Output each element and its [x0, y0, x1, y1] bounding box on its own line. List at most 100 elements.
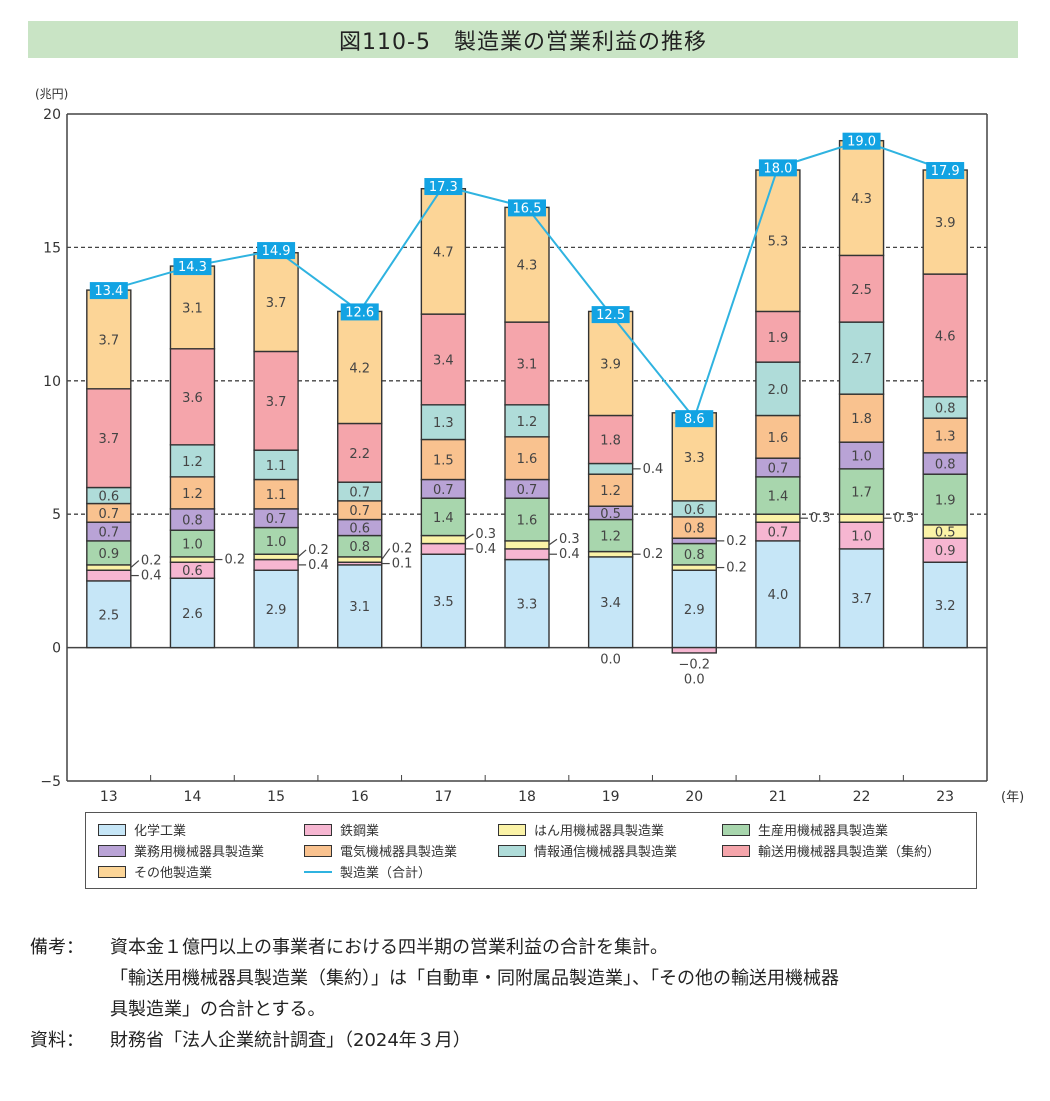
total-value-badge: [842, 132, 881, 150]
bar-segment: [587, 556, 634, 649]
legend-label: 業務用機械器具製造業: [134, 845, 265, 860]
bar-value-label: 1.9: [935, 494, 956, 509]
bar-segment: [420, 497, 467, 537]
total-value-label: 12.5: [596, 308, 625, 323]
bar-value-label: 0.4: [475, 542, 496, 557]
bar-value-label: 0.6: [349, 522, 370, 537]
bar-value-label: 1.4: [768, 490, 789, 505]
legend-item: 業務用機械器具製造業: [98, 841, 264, 860]
bar-segment: [420, 313, 467, 406]
x-tick-label: 14: [184, 789, 202, 805]
bar-value-label: 1.6: [517, 452, 538, 467]
bar-segment: [922, 473, 968, 526]
bar-value-label: 1.1: [266, 488, 287, 503]
bar-segment: [504, 540, 550, 550]
legend-label: 化学工業: [134, 824, 187, 839]
bar-segment: [504, 497, 550, 542]
bar-segment: [838, 393, 885, 443]
total-value-label: 8.6: [684, 412, 705, 427]
bar-value-label: 1.1: [266, 459, 287, 474]
bar-value-label: 0.8: [935, 458, 956, 473]
stacked-bar-chart: (兆円) −5 0 5 10 15 20 13 14 15 16 17 18 19 20 21 22 23 (年) 2…: [35, 87, 1024, 805]
legend-label: はん用機械器具製造業: [534, 824, 665, 839]
bar-value-label: 0.2: [643, 547, 664, 562]
bar-segment: [420, 404, 467, 441]
total-value-label: 17.9: [931, 164, 960, 179]
bar-value-label: 0.7: [98, 507, 119, 522]
bar-value-label: 0.7: [266, 512, 287, 527]
total-value-badge: [257, 242, 296, 260]
bar-value-label: 3.1: [517, 357, 538, 372]
x-tick-label: 17: [434, 789, 452, 805]
bar-value-label: 0.2: [224, 553, 245, 568]
legend-label: 製造業（合計）: [340, 866, 432, 881]
bar-value-label: 0.6: [182, 564, 203, 579]
legend-item: 生産用機械器具製造業: [722, 820, 888, 839]
bar-segment: [86, 580, 132, 649]
bar-value-label: 0.6: [684, 503, 705, 518]
bar-value-label: 1.2: [600, 484, 621, 499]
total-value-badge: [508, 199, 546, 217]
bar-value-label: 2.9: [684, 603, 705, 618]
bar-segment: [337, 556, 383, 563]
y-tick-label: 15: [43, 240, 61, 256]
bar-value-label: 1.2: [182, 487, 203, 502]
bar-segment: [169, 577, 216, 649]
bar-value-label: 0.4: [643, 462, 664, 477]
bar-value-label: 0.4: [141, 569, 162, 584]
total-value-label: 18.0: [763, 161, 792, 176]
bar-segment: [86, 289, 132, 390]
bar-value-label: 0.0: [684, 673, 705, 688]
legend-swatch: [722, 844, 750, 857]
bar-segment: [922, 417, 968, 454]
total-value-label: 13.4: [94, 284, 123, 299]
x-tick-label: 21: [769, 789, 787, 805]
bar-value-label: 0.7: [98, 526, 119, 541]
bar-value-label: 4.6: [935, 329, 956, 344]
bar-value-label: 3.7: [266, 395, 287, 410]
bar-value-label: 0.9: [935, 544, 956, 559]
total-value-label: 14.9: [262, 244, 291, 259]
bar-value-label: 3.7: [266, 296, 287, 311]
total-value-badge: [675, 410, 714, 428]
remarks-label: 備考：: [30, 937, 84, 958]
bar-value-label: 1.3: [433, 416, 454, 431]
bar-value-label: 1.0: [266, 535, 287, 550]
bar-value-label: 0.8: [935, 401, 956, 416]
bar-value-label: 0.2: [392, 542, 413, 557]
legend-swatch: [98, 823, 126, 836]
bar-segment: [504, 436, 550, 481]
y-tick-label: 20: [43, 107, 61, 123]
total-value-badge: [591, 306, 630, 324]
bar-value-label: 1.2: [182, 455, 203, 470]
bar-value-label: 1.2: [600, 530, 621, 545]
bar-value-label: 4.3: [517, 259, 538, 274]
bar-value-label: 0.2: [726, 561, 747, 576]
bar-segment: [253, 553, 299, 561]
bar-value-label: 3.3: [684, 451, 705, 466]
bar-value-label: 4.3: [851, 192, 872, 207]
bar-value-label: 4.7: [433, 245, 454, 260]
bar-value-label: 3.6: [182, 391, 203, 406]
bar-segment: [838, 468, 885, 515]
bar-segment: [253, 350, 299, 451]
bar-segment: [838, 521, 885, 550]
bar-value-label: 0.3: [475, 527, 496, 542]
bar-value-label: −0.2: [678, 658, 710, 673]
bar-segment: [838, 139, 885, 257]
x-tick-label: 16: [351, 789, 369, 805]
legend-item: その他製造業: [98, 862, 212, 881]
legend-item: 化学工業: [98, 820, 186, 839]
leader-line: [297, 549, 307, 558]
bar-value-label: 2.5: [98, 608, 119, 623]
bar-value-label: 2.5: [851, 283, 872, 298]
bar-value-label: 3.4: [433, 353, 454, 368]
bar-segment: [253, 569, 299, 649]
bar-segment: [169, 476, 216, 510]
bar-value-label: 0.3: [894, 511, 915, 526]
legend-label: 鉄鋼業: [340, 824, 380, 839]
bar-segment: [671, 646, 717, 654]
legend-label: 生産用機械器具製造業: [758, 824, 889, 839]
bar-segment: [337, 422, 383, 483]
bar-segment: [755, 414, 801, 459]
